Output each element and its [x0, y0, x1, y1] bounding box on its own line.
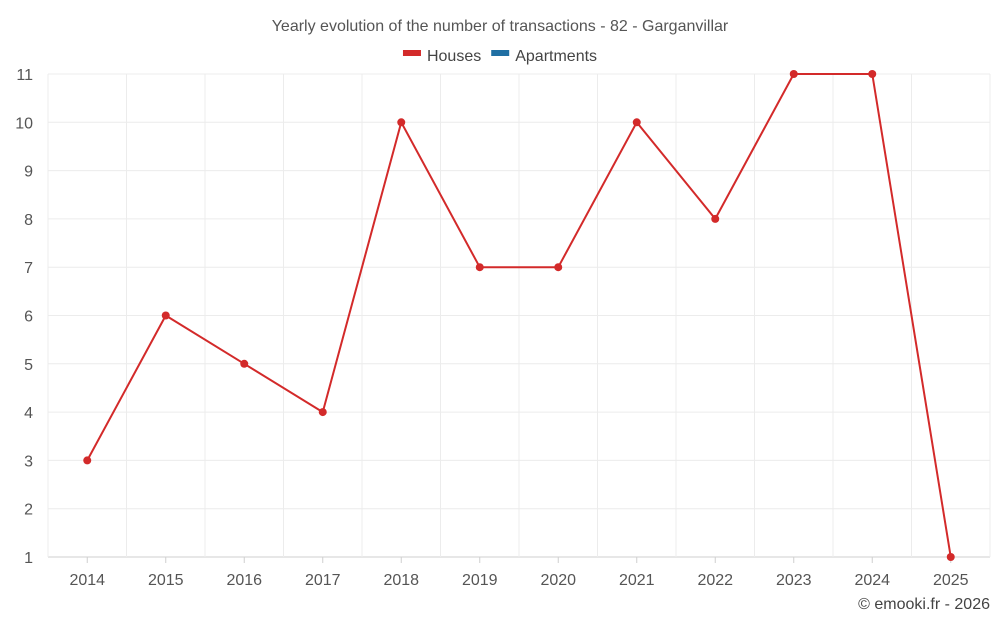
legend-label: Houses — [427, 48, 481, 65]
data-point-houses-2017[interactable] — [318, 408, 327, 417]
x-tick-label: 2017 — [305, 572, 341, 589]
y-tick-label: 1 — [24, 550, 33, 567]
data-point-houses-2021[interactable] — [632, 118, 641, 127]
legend-item-houses[interactable]: Houses — [402, 48, 481, 65]
x-tick-label: 2019 — [462, 572, 498, 589]
x-tick-label: 2014 — [69, 572, 105, 589]
series-line-houses — [86, 73, 952, 558]
y-axis: 1 2 3 4 5 6 7 8 9 10 11 — [15, 67, 33, 567]
data-point-houses-2024[interactable] — [868, 70, 877, 78]
x-tick-label: 2021 — [619, 572, 655, 589]
x-tick-label: 2020 — [540, 572, 576, 589]
legend: Houses Apartments — [402, 48, 597, 65]
y-tick-label: 5 — [24, 357, 33, 374]
y-tick-label: 11 — [16, 67, 33, 84]
y-tick-label: 3 — [24, 453, 33, 470]
data-point-houses-2020[interactable] — [554, 263, 563, 272]
x-tick-label: 2016 — [226, 572, 262, 589]
legend-label: Apartments — [515, 48, 597, 65]
y-tick-label: 8 — [24, 212, 33, 229]
x-tick-label: 2015 — [148, 572, 184, 589]
x-tick-label: 2022 — [697, 572, 733, 589]
legend-swatch — [491, 50, 510, 56]
chart-title: Yearly evolution of the number of transa… — [272, 18, 729, 35]
data-point-houses-2014[interactable] — [83, 456, 92, 465]
legend-swatch — [402, 50, 421, 56]
y-tick-label: 9 — [24, 164, 33, 181]
data-point-houses-2025[interactable] — [946, 553, 955, 561]
x-tick-label: 2018 — [383, 572, 419, 589]
y-tick-label: 7 — [24, 260, 33, 277]
data-point-houses-2015[interactable] — [161, 311, 170, 320]
data-point-houses-2018[interactable] — [397, 118, 406, 127]
x-tick-label: 2024 — [854, 572, 890, 589]
legend-item-apartments[interactable]: Apartments — [491, 48, 597, 65]
credit-text: © emooki.fr - 2026 — [858, 596, 990, 613]
y-tick-label: 6 — [24, 309, 33, 326]
y-tick-label: 2 — [24, 502, 33, 519]
data-point-houses-2016[interactable] — [240, 359, 249, 368]
x-tick-label: 2025 — [933, 572, 969, 589]
y-tick-label: 10 — [15, 115, 33, 132]
data-point-houses-2019[interactable] — [475, 263, 484, 272]
grid — [47, 73, 991, 558]
y-tick-label: 4 — [24, 405, 33, 422]
x-tick-label: 2023 — [776, 572, 812, 589]
data-point-houses-2022[interactable] — [711, 214, 720, 223]
x-axis: 2014 2015 2016 2017 2018 2019 2020 2021 2022 2023… — [69, 557, 969, 589]
data-point-houses-2023[interactable] — [789, 70, 798, 78]
series-layer — [83, 70, 955, 561]
